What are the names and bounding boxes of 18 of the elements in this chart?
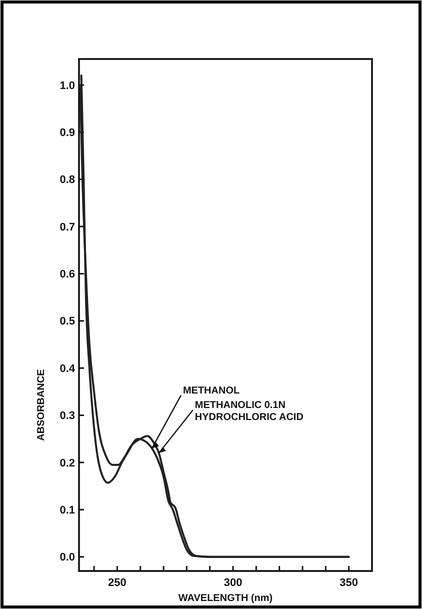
x-axis-title: WAVELENGTH (nm)	[178, 593, 273, 604]
x-tick-label: 250	[108, 577, 126, 589]
y-tick-label: 0.6	[60, 268, 75, 281]
y-axis-title: ABSORBANCE	[36, 368, 47, 441]
y-tick-label: 0.2	[60, 457, 75, 470]
x-tick-label: 350	[340, 577, 358, 589]
y-tick-label: 0.9	[60, 126, 75, 139]
y-tick-label: 1.0	[60, 80, 75, 92]
y-tick-label: 0.7	[60, 221, 75, 234]
y-tick-label: 0.4	[60, 362, 76, 375]
y-tick-label: 0.8	[60, 174, 75, 186]
annotation: METHANOLIC 0.1N HYDROCHLORIC ACID	[194, 400, 304, 424]
x-tick-label: 300	[224, 577, 242, 589]
y-tick-label: 0.1	[60, 504, 75, 517]
annotation: METHANOL	[182, 385, 240, 396]
y-tick-label: 0.0	[60, 552, 75, 564]
y-tick-label: 0.3	[60, 410, 75, 422]
y-tick-label: 0.5	[60, 316, 75, 328]
